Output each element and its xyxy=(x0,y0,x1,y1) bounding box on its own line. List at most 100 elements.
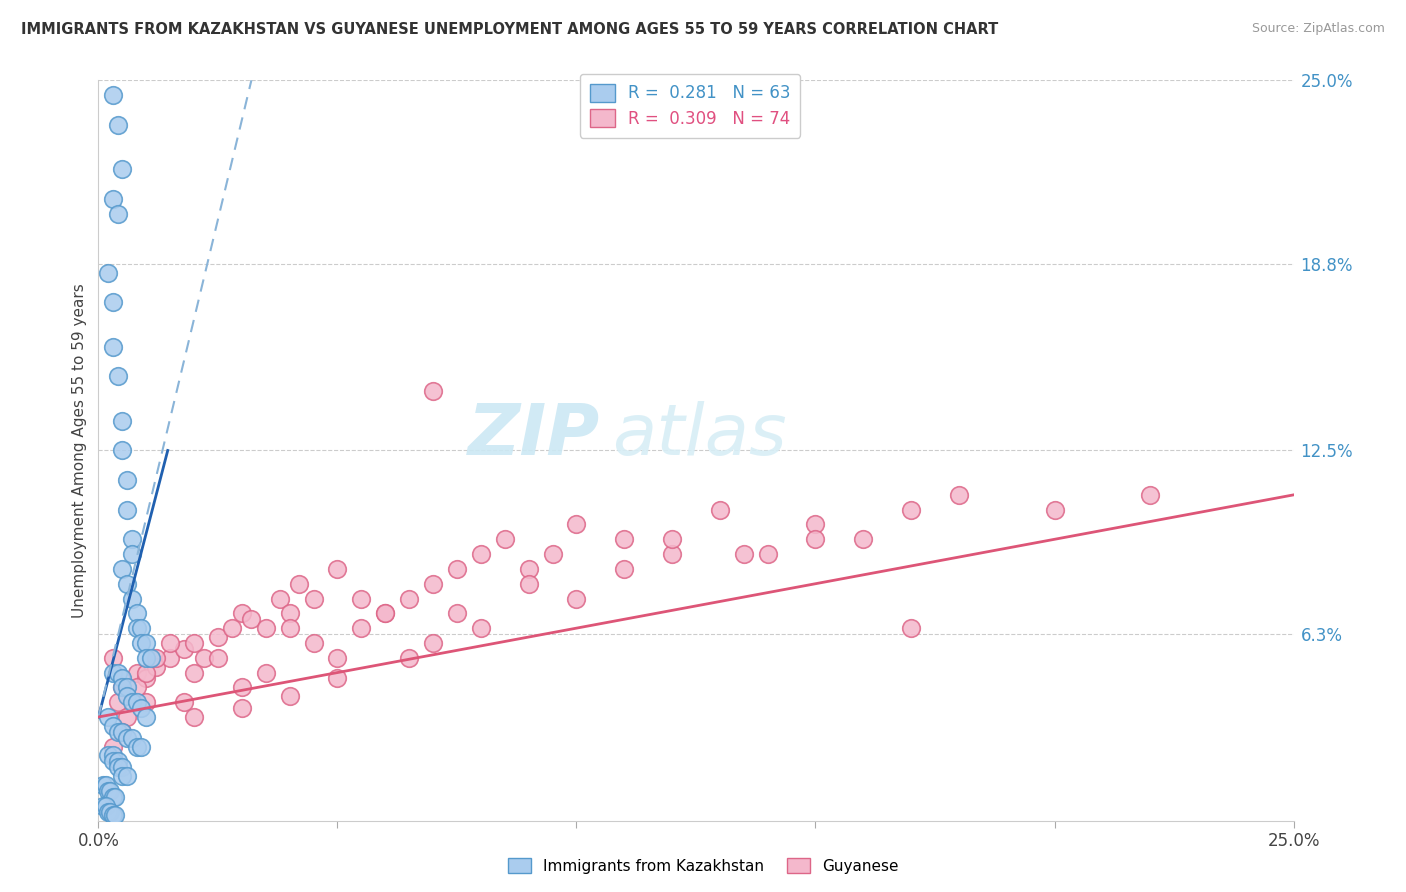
Point xyxy=(422,636,444,650)
Text: IMMIGRANTS FROM KAZAKHSTAN VS GUYANESE UNEMPLOYMENT AMONG AGES 55 TO 59 YEARS CO: IMMIGRANTS FROM KAZAKHSTAN VS GUYANESE U… xyxy=(21,22,998,37)
Point xyxy=(269,591,291,606)
Point xyxy=(231,607,253,621)
Point xyxy=(115,473,138,487)
Point xyxy=(288,576,311,591)
Point xyxy=(104,789,127,804)
Point xyxy=(350,621,373,635)
Point xyxy=(173,695,195,709)
Point xyxy=(240,612,263,626)
Point xyxy=(278,621,301,635)
Point xyxy=(517,576,540,591)
Point xyxy=(107,755,129,769)
Point xyxy=(135,672,157,686)
Point xyxy=(541,547,564,561)
Point xyxy=(733,547,755,561)
Point xyxy=(101,665,124,680)
Point xyxy=(207,650,229,665)
Point xyxy=(91,778,114,792)
Point xyxy=(254,665,277,680)
Point xyxy=(121,533,143,547)
Point xyxy=(111,443,134,458)
Point xyxy=(111,769,134,783)
Point xyxy=(207,630,229,644)
Point xyxy=(900,502,922,516)
Point xyxy=(115,769,138,783)
Point xyxy=(565,591,588,606)
Point xyxy=(111,681,134,695)
Point xyxy=(101,807,124,822)
Y-axis label: Unemployment Among Ages 55 to 59 years: Unemployment Among Ages 55 to 59 years xyxy=(72,283,87,618)
Point xyxy=(131,621,153,635)
Point xyxy=(101,88,124,103)
Point xyxy=(135,650,157,665)
Point xyxy=(125,681,148,695)
Point xyxy=(131,739,153,754)
Point xyxy=(125,607,148,621)
Point xyxy=(101,739,124,754)
Point xyxy=(94,798,117,813)
Point xyxy=(948,488,970,502)
Point xyxy=(661,547,683,561)
Point xyxy=(125,665,148,680)
Point xyxy=(107,118,129,132)
Point xyxy=(135,710,157,724)
Point xyxy=(125,739,148,754)
Point xyxy=(278,607,301,621)
Point xyxy=(183,710,205,724)
Point xyxy=(111,724,134,739)
Point xyxy=(613,533,636,547)
Legend: Immigrants from Kazakhstan, Guyanese: Immigrants from Kazakhstan, Guyanese xyxy=(502,852,904,880)
Point xyxy=(121,591,143,606)
Point xyxy=(107,760,129,774)
Point xyxy=(183,636,205,650)
Point xyxy=(135,665,157,680)
Point xyxy=(661,533,683,547)
Point xyxy=(97,748,120,763)
Point xyxy=(183,665,205,680)
Point xyxy=(111,724,134,739)
Point xyxy=(97,710,120,724)
Point xyxy=(111,162,134,177)
Text: atlas: atlas xyxy=(613,401,787,470)
Point xyxy=(139,650,162,665)
Point xyxy=(115,690,138,704)
Point xyxy=(107,695,129,709)
Point xyxy=(101,748,124,763)
Point xyxy=(135,695,157,709)
Point xyxy=(494,533,516,547)
Point xyxy=(613,562,636,576)
Point xyxy=(101,755,124,769)
Point xyxy=(350,591,373,606)
Point xyxy=(115,710,138,724)
Point xyxy=(97,784,120,798)
Point xyxy=(107,206,129,220)
Point xyxy=(804,533,827,547)
Point xyxy=(470,547,492,561)
Point xyxy=(1043,502,1066,516)
Point xyxy=(804,517,827,532)
Point xyxy=(98,805,122,819)
Point xyxy=(115,731,138,745)
Point xyxy=(145,659,167,673)
Point xyxy=(104,807,127,822)
Point xyxy=(517,562,540,576)
Text: ZIP: ZIP xyxy=(468,401,600,470)
Point xyxy=(101,192,124,206)
Point xyxy=(107,665,129,680)
Point xyxy=(278,690,301,704)
Point xyxy=(131,636,153,650)
Point xyxy=(91,798,114,813)
Point xyxy=(565,517,588,532)
Point xyxy=(97,266,120,280)
Point xyxy=(125,621,148,635)
Point xyxy=(398,650,420,665)
Point xyxy=(111,760,134,774)
Point xyxy=(446,562,468,576)
Point xyxy=(756,547,779,561)
Point xyxy=(121,731,143,745)
Point xyxy=(422,576,444,591)
Point xyxy=(97,805,120,819)
Point xyxy=(193,650,215,665)
Point xyxy=(470,621,492,635)
Point xyxy=(374,607,396,621)
